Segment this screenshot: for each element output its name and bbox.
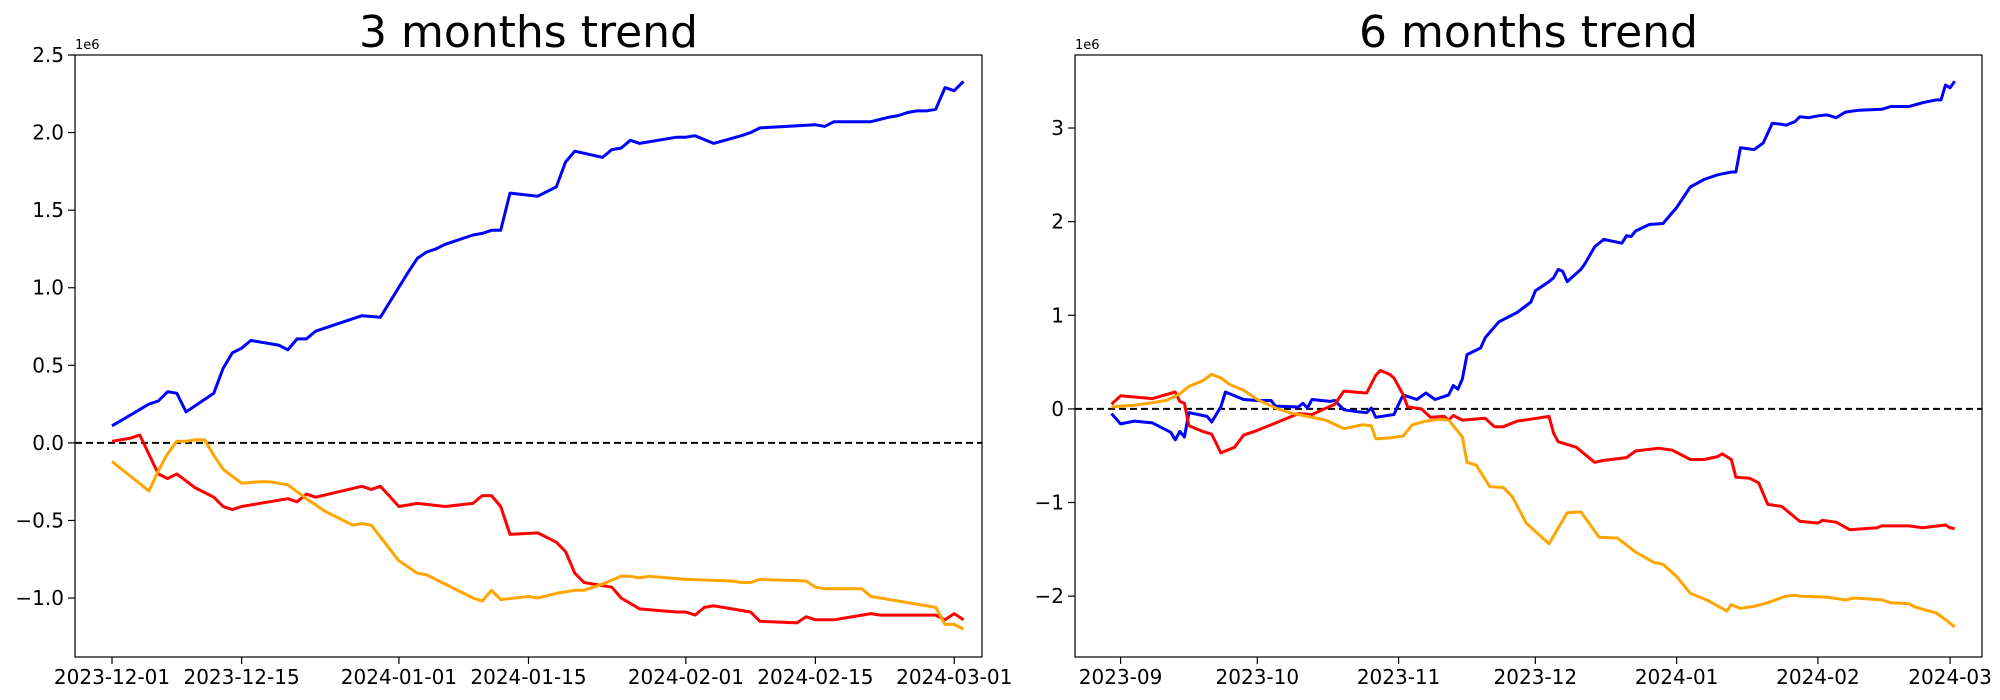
series-line-2 <box>111 433 965 625</box>
y-tick-label: −1.0 <box>15 586 64 610</box>
y-tick-label: 0.0 <box>32 431 64 455</box>
y-tick-label: 2 <box>1051 210 1064 234</box>
y-tick-label: −1 <box>1035 491 1064 515</box>
x-tick-label: 2024-03-01 <box>896 665 1012 689</box>
y-exponent-label: 1e6 <box>1075 38 1100 53</box>
chart-title: 6 months trend <box>1359 7 1698 58</box>
x-tick-label: 2023-11 <box>1357 665 1441 689</box>
series-line-2 <box>1110 369 1955 532</box>
y-tick-label: 3 <box>1051 116 1064 140</box>
series-line-1 <box>111 80 965 428</box>
y-exponent-label: 1e6 <box>75 38 100 53</box>
plot-frame <box>74 54 983 658</box>
series-line-1 <box>1110 80 1956 442</box>
plot-frame <box>1074 54 1983 658</box>
x-tick-label: 2023-10 <box>1216 665 1300 689</box>
y-tick-label: 1.5 <box>32 198 64 222</box>
x-tick-label: 2024-01-01 <box>341 665 457 689</box>
x-tick-label: 2024-02-15 <box>757 665 873 689</box>
chart-panel-1: 3 months trend −1.0 −0.5 0.0 0.5 1.0 1.5 2.0 2.5… <box>15 7 1012 689</box>
x-tick-label: 2023-12-01 <box>54 665 170 689</box>
chart-title: 3 months trend <box>359 7 698 58</box>
chart-panel-2: 6 months trend −2 −1 0 1 2 3 2023-09 2023-10 2023… <box>1035 7 1992 689</box>
x-tick-label: 2024-03 <box>1908 665 1992 689</box>
x-tick-label: 2024-02 <box>1776 665 1860 689</box>
x-tick-label: 2024-01-15 <box>470 665 586 689</box>
y-tick-label: 2.0 <box>32 121 64 145</box>
x-tick-label: 2023-09 <box>1079 665 1163 689</box>
x-tick-label: 2024-01 <box>1635 665 1719 689</box>
series-line-3 <box>111 438 965 631</box>
y-tick-label: −2 <box>1035 584 1064 608</box>
y-tick-label: −0.5 <box>15 508 64 532</box>
x-tick-label: 2023-12 <box>1494 665 1578 689</box>
y-tick-label: 0.5 <box>32 353 64 377</box>
y-tick-label: 0 <box>1051 397 1064 421</box>
y-tick-label: 1 <box>1051 303 1064 327</box>
x-tick-label: 2024-02-01 <box>628 665 744 689</box>
y-tick-label: 2.5 <box>32 43 64 67</box>
y-tick-label: 1.0 <box>32 276 64 300</box>
x-tick-label: 2023-12-15 <box>183 665 299 689</box>
series-line-3 <box>1111 372 1956 629</box>
